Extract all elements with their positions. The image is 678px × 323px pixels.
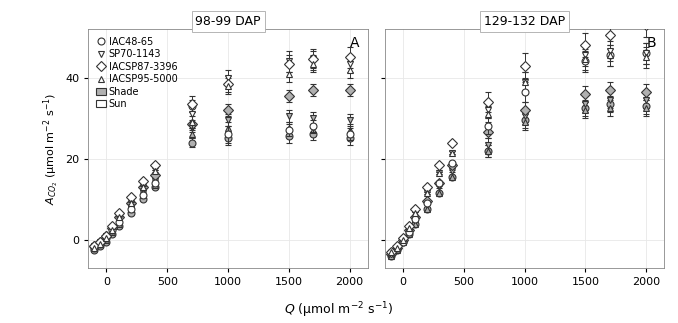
Title: 129-132 DAP: 129-132 DAP xyxy=(484,15,565,28)
Legend: IAC48-65, SP70-1143, IACSP87-3396, IACSP95-5000, Shade, Sun: IAC48-65, SP70-1143, IACSP87-3396, IACSP… xyxy=(93,34,180,112)
Title: 98-99 DAP: 98-99 DAP xyxy=(195,15,261,28)
Text: A: A xyxy=(350,36,359,50)
Text: $Q$ (µmol m$^{-2}$ s$^{-1}$): $Q$ (µmol m$^{-2}$ s$^{-1}$) xyxy=(285,300,393,320)
Text: B: B xyxy=(646,36,656,50)
Y-axis label: $A_{CO_2}$ (µmol m$^{-2}$ s$^{-1}$): $A_{CO_2}$ (µmol m$^{-2}$ s$^{-1}$) xyxy=(41,92,61,205)
